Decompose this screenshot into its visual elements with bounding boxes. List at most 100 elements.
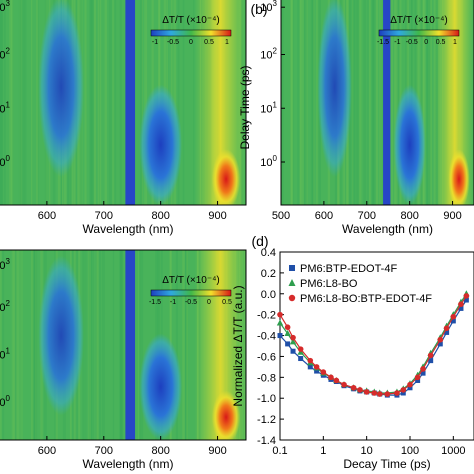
y-tick-label: 101 <box>0 100 11 115</box>
noise-streak <box>31 250 35 440</box>
gsb-600nm <box>38 0 84 178</box>
noise-streak <box>139 0 143 205</box>
noise-streak <box>358 0 362 205</box>
legend-marker <box>289 265 295 271</box>
noise-streak <box>112 0 115 205</box>
colorbar-tick: 0.5 <box>436 39 446 46</box>
noise-streak <box>193 0 195 205</box>
x-tick-label: 900 <box>208 210 226 222</box>
data-point <box>277 333 283 339</box>
noise-streak <box>112 250 115 440</box>
noise-streak <box>299 0 303 205</box>
legend-label: PM6:BTP-EDOT-4F <box>300 263 397 275</box>
data-point <box>463 297 469 303</box>
data-point <box>341 381 347 388</box>
noise-streak <box>88 250 91 440</box>
noise-streak <box>88 250 92 440</box>
y-tick-label: -1.4 <box>257 435 276 447</box>
x-axis-label: Wavelength (nm) <box>83 222 174 236</box>
y-tick-label: 100 <box>0 154 11 169</box>
noise-streak <box>141 0 144 205</box>
scatter-panel: 0.1 1 10 100 1000 Decay Time (ps) 0.4 0.2 0.0 -0.… <box>231 233 474 471</box>
noise-streak <box>357 0 360 205</box>
data-point <box>307 357 314 364</box>
noise-streak <box>96 250 100 440</box>
noise-streak <box>281 0 284 205</box>
colorbar-tick: 1 <box>225 39 229 46</box>
x-tick-label: 900 <box>443 210 461 222</box>
data-point <box>350 384 357 391</box>
noise-streak <box>182 250 185 440</box>
noise-streak <box>368 0 371 205</box>
laser-band <box>125 250 136 440</box>
noise-streak <box>184 250 188 440</box>
data-point <box>363 389 370 395</box>
colorbar-tick: -1 <box>152 39 158 46</box>
pia-900nm <box>211 390 241 440</box>
data-point <box>384 391 391 397</box>
colorbar-tick: -1 <box>394 39 400 46</box>
data-point <box>407 381 413 388</box>
noise-streak <box>372 0 374 205</box>
colorbar-tick: 0.5 <box>222 299 232 306</box>
y-tick-label: 0.0 <box>261 289 276 301</box>
heatmap-frame <box>0 249 247 441</box>
x-tick-label: 10 <box>361 445 373 457</box>
noise-streak <box>304 0 308 205</box>
noise-streak <box>352 0 354 205</box>
y-tick-label: -1.2 <box>257 414 276 426</box>
noise-streak <box>140 250 144 440</box>
noise-streak <box>373 0 376 205</box>
data-point <box>400 390 406 396</box>
noise-streak <box>32 250 36 440</box>
colorbar-gradient <box>150 29 232 37</box>
gsb-800nm <box>393 84 426 205</box>
noise-streak <box>426 0 429 205</box>
noise-streak <box>20 0 24 205</box>
x-tick-label: 600 <box>38 210 56 222</box>
colorbar-tick: 1 <box>453 39 457 46</box>
noise-streak <box>139 250 141 440</box>
data-point <box>297 346 304 352</box>
noise-streak <box>19 0 23 205</box>
colorbar-title: ΔT/T (×10⁻⁴) <box>162 275 219 286</box>
noise-streak <box>32 250 35 440</box>
noise-streak <box>391 0 393 205</box>
heatmap-frame <box>280 0 474 206</box>
y-tick-label: -1.0 <box>257 393 276 405</box>
noise-streak <box>20 0 22 205</box>
data-point <box>437 341 443 347</box>
noise-streak <box>34 250 36 440</box>
data-point <box>284 324 291 331</box>
legend-marker <box>288 279 296 286</box>
noise-streak <box>420 0 423 205</box>
noise-streak <box>394 0 396 205</box>
noise-streak <box>177 0 180 205</box>
noise-streak <box>85 250 87 440</box>
noise-streak <box>310 0 314 205</box>
noise-streak <box>90 0 94 205</box>
y-tick-label: 101 <box>260 100 277 115</box>
noise-streak <box>16 250 19 440</box>
noise-streak <box>363 0 367 205</box>
x-axis-label: Decay Time (ps) <box>343 457 430 471</box>
y-tick-label: 0.2 <box>261 268 276 280</box>
noise-streak <box>419 0 423 205</box>
noise-streak <box>11 250 15 440</box>
noise-streak <box>375 0 379 205</box>
noise-streak <box>31 250 34 440</box>
y-axis-label: Delay Time (ps) <box>238 65 252 149</box>
x-tick-label: 0.1 <box>272 445 287 457</box>
data-point <box>290 348 296 354</box>
y-tick-label: -0.4 <box>257 331 276 343</box>
heatmap-frame <box>0 0 247 206</box>
gsb-800nm <box>139 84 183 205</box>
noise-streak <box>31 0 33 205</box>
colorbar-tick: -1 <box>170 299 176 306</box>
legend: PM6:BTP-EDOT-4F PM6:L8-BO PM6:L8-BO:BTP-ED… <box>288 263 432 305</box>
noise-streak <box>102 250 105 440</box>
noise-streak <box>186 250 188 440</box>
